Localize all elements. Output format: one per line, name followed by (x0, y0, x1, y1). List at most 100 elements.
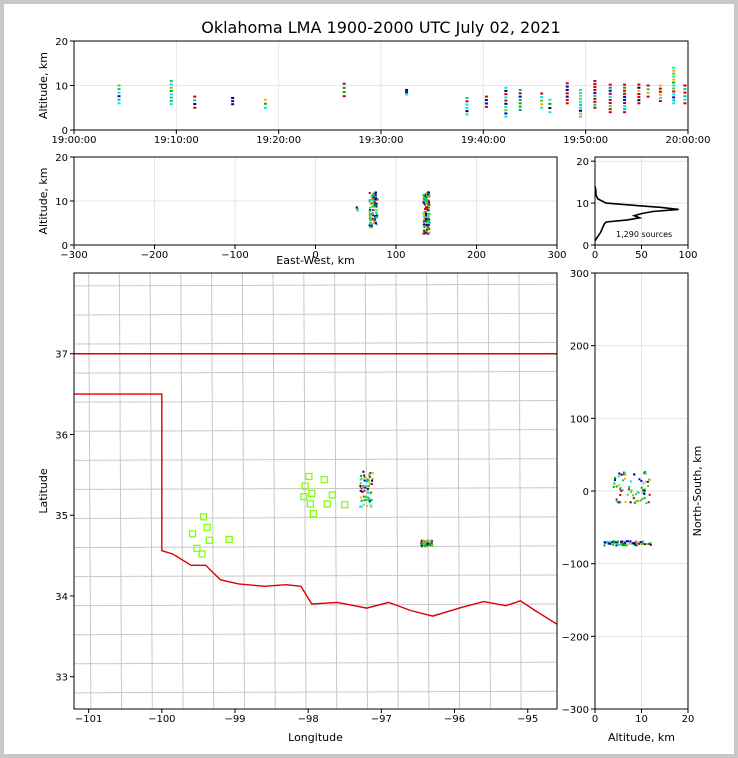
lightning-source-point (607, 542, 610, 545)
lightning-source-point (672, 66, 676, 69)
county-line (149, 272, 153, 710)
lma-station-marker (323, 500, 331, 508)
lightning-source-point (646, 480, 649, 483)
county-line (395, 272, 399, 710)
lightning-source-point (683, 98, 687, 101)
lightning-source-point (355, 206, 358, 209)
lightning-source-point (263, 98, 267, 101)
lightning-source-point (365, 504, 368, 507)
x-tick-label: 100 (386, 250, 405, 261)
lightning-source-point (635, 500, 638, 503)
lightning-source-point (426, 217, 429, 220)
lightning-source-point (504, 106, 508, 109)
lightning-source-point (633, 541, 636, 544)
lightning-source-point (644, 480, 647, 483)
lightning-source-point (373, 201, 376, 204)
lightning-source-point (504, 99, 508, 102)
x-axis-label: Altitude, km (608, 731, 675, 744)
x-tick-label: 19:50:00 (563, 135, 608, 146)
lightning-source-point (117, 84, 121, 87)
lightning-source-point (616, 543, 619, 546)
lightning-source-point (504, 109, 508, 112)
lightning-source-point (428, 212, 431, 215)
source-count-label: 1,290 sources (616, 230, 672, 239)
y-tick-label: 10 (576, 199, 589, 210)
lightning-source-point (369, 223, 372, 226)
lightning-source-point (623, 83, 627, 86)
figure-frame (4, 4, 734, 754)
lightning-source-point (422, 201, 425, 204)
county-line (241, 272, 246, 710)
lightning-source-point (364, 486, 367, 489)
lightning-source-point (361, 490, 364, 493)
y-tick-label: 20 (55, 37, 68, 48)
lightning-source-point (615, 541, 618, 544)
lightning-source-point (169, 86, 173, 89)
lightning-source-point (620, 490, 623, 493)
lightning-source-point (422, 539, 425, 542)
lightning-source-point (360, 487, 363, 490)
lightning-source-point (426, 219, 429, 222)
lightning-source-point (373, 208, 376, 211)
lightning-source-point (565, 98, 569, 101)
axes-frame (73, 156, 558, 246)
lightning-source-point (615, 544, 618, 547)
lightning-source-point (518, 98, 522, 101)
lightning-source-point (619, 486, 622, 489)
lightning-source-point (637, 102, 641, 105)
lightning-source-point (371, 479, 374, 482)
lightning-source-point (518, 92, 522, 95)
lightning-source-point (565, 102, 569, 105)
lightning-source-point (593, 80, 597, 83)
lightning-source-point (427, 213, 430, 216)
lightning-source-point (426, 542, 429, 545)
lightning-source-point (504, 112, 508, 115)
lightning-source-point (672, 102, 676, 105)
lightning-source-point (363, 479, 366, 482)
altitude-profile-line (594, 186, 679, 242)
lightning-source-point (359, 485, 362, 488)
lightning-source-point (372, 202, 375, 205)
lightning-source-point (623, 98, 627, 101)
lma-station-marker (309, 510, 317, 518)
lightning-source-point (634, 541, 637, 544)
county-line (487, 272, 491, 710)
lightning-source-point (593, 103, 597, 106)
county-line (73, 458, 558, 461)
lightning-source-point (672, 81, 676, 84)
lightning-source-point (642, 482, 645, 485)
lightning-source-point (646, 543, 649, 546)
county-line (303, 272, 307, 710)
lightning-source-point (370, 197, 373, 200)
lightning-source-point (426, 227, 429, 230)
lightning-source-point (373, 191, 376, 194)
lightning-source-point (628, 485, 631, 488)
lma-station-marker (198, 550, 206, 558)
lightning-source-point (365, 498, 368, 501)
lightning-source-point (373, 198, 376, 201)
lightning-source-point (342, 86, 346, 89)
lightning-source-point (565, 92, 569, 95)
lightning-source-point (658, 100, 662, 103)
lightning-source-point (169, 89, 173, 92)
county-line (73, 545, 558, 549)
y-tick-label: 200 (570, 342, 589, 353)
lightning-source-point (375, 202, 378, 205)
lightning-source-point (375, 216, 378, 219)
lightning-source-point (645, 502, 648, 505)
lightning-source-point (579, 94, 583, 97)
lightning-source-point (425, 223, 428, 226)
lightning-source-point (169, 93, 173, 96)
lightning-source-point (370, 205, 373, 208)
lightning-source-point (425, 231, 428, 234)
lma-station-marker (341, 501, 349, 509)
lightning-source-point (635, 544, 638, 547)
lightning-source-point (658, 87, 662, 90)
lightning-source-point (643, 470, 646, 473)
lightning-source-point (683, 95, 687, 98)
lightning-source-point (637, 99, 641, 102)
lightning-source-point (636, 491, 639, 494)
lightning-source-point (422, 229, 425, 232)
lightning-source-point (374, 217, 377, 220)
lightning-source-point (364, 495, 367, 498)
